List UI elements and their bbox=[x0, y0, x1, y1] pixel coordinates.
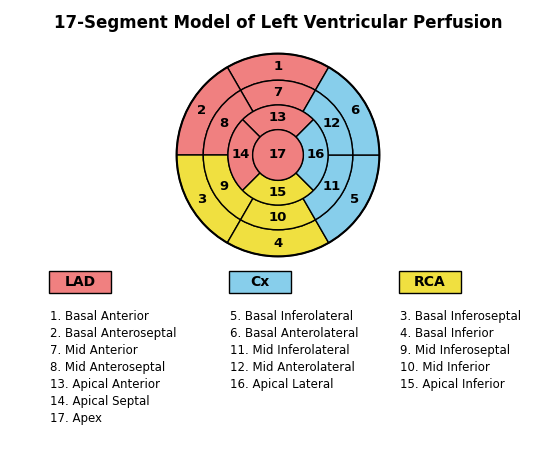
Wedge shape bbox=[253, 130, 304, 181]
Wedge shape bbox=[243, 173, 314, 205]
Text: 8. Mid Anteroseptal: 8. Mid Anteroseptal bbox=[50, 361, 165, 374]
Text: 9: 9 bbox=[219, 180, 229, 193]
Wedge shape bbox=[241, 80, 315, 112]
Text: 9. Mid Inferoseptal: 9. Mid Inferoseptal bbox=[400, 344, 510, 357]
Wedge shape bbox=[296, 119, 328, 190]
Text: 10: 10 bbox=[269, 211, 287, 224]
Text: 6: 6 bbox=[350, 105, 359, 118]
Text: 2: 2 bbox=[197, 105, 206, 118]
Text: 7: 7 bbox=[274, 86, 282, 99]
Wedge shape bbox=[228, 54, 329, 90]
Text: 3: 3 bbox=[197, 193, 206, 206]
Text: 2. Basal Anteroseptal: 2. Basal Anteroseptal bbox=[50, 327, 176, 340]
Text: 14: 14 bbox=[231, 149, 250, 162]
Text: LAD: LAD bbox=[64, 275, 95, 289]
Text: 12. Mid Anterolateral: 12. Mid Anterolateral bbox=[230, 361, 355, 374]
Wedge shape bbox=[315, 67, 380, 155]
Text: 1. Basal Anterior: 1. Basal Anterior bbox=[50, 310, 149, 323]
Wedge shape bbox=[176, 155, 241, 243]
Text: 15. Apical Inferior: 15. Apical Inferior bbox=[400, 378, 504, 391]
Wedge shape bbox=[303, 155, 353, 220]
Wedge shape bbox=[228, 119, 260, 190]
FancyBboxPatch shape bbox=[229, 271, 291, 293]
Text: Cx: Cx bbox=[250, 275, 270, 289]
Text: 16. Apical Lateral: 16. Apical Lateral bbox=[230, 378, 334, 391]
Wedge shape bbox=[176, 67, 241, 155]
Text: 7. Mid Anterior: 7. Mid Anterior bbox=[50, 344, 138, 357]
Text: 13. Apical Anterior: 13. Apical Anterior bbox=[50, 378, 160, 391]
Text: 17: 17 bbox=[269, 149, 287, 162]
Text: RCA: RCA bbox=[414, 275, 446, 289]
Wedge shape bbox=[315, 155, 380, 243]
Text: 17-Segment Model of Left Ventricular Perfusion: 17-Segment Model of Left Ventricular Per… bbox=[54, 14, 502, 32]
Text: 14. Apical Septal: 14. Apical Septal bbox=[50, 395, 150, 408]
Text: 11. Mid Inferolateral: 11. Mid Inferolateral bbox=[230, 344, 350, 357]
Wedge shape bbox=[241, 198, 315, 230]
Text: 8: 8 bbox=[219, 117, 229, 130]
Text: 4: 4 bbox=[274, 237, 282, 250]
Text: 5: 5 bbox=[350, 193, 359, 206]
Text: 13: 13 bbox=[269, 111, 287, 124]
Text: 15: 15 bbox=[269, 186, 287, 199]
Wedge shape bbox=[203, 90, 253, 155]
FancyBboxPatch shape bbox=[49, 271, 111, 293]
Wedge shape bbox=[303, 90, 353, 155]
Text: 17. Apex: 17. Apex bbox=[50, 412, 102, 425]
Text: 1: 1 bbox=[274, 61, 282, 74]
Text: 10. Mid Inferior: 10. Mid Inferior bbox=[400, 361, 490, 374]
Wedge shape bbox=[243, 105, 314, 137]
FancyBboxPatch shape bbox=[399, 271, 461, 293]
Text: 5. Basal Inferolateral: 5. Basal Inferolateral bbox=[230, 310, 353, 323]
Text: 6. Basal Anterolateral: 6. Basal Anterolateral bbox=[230, 327, 359, 340]
Wedge shape bbox=[228, 220, 329, 257]
Text: 12: 12 bbox=[323, 117, 341, 130]
Text: 11: 11 bbox=[323, 180, 341, 193]
Text: 4. Basal Inferior: 4. Basal Inferior bbox=[400, 327, 493, 340]
Text: 3. Basal Inferoseptal: 3. Basal Inferoseptal bbox=[400, 310, 521, 323]
Wedge shape bbox=[203, 155, 253, 220]
Text: 16: 16 bbox=[306, 149, 325, 162]
